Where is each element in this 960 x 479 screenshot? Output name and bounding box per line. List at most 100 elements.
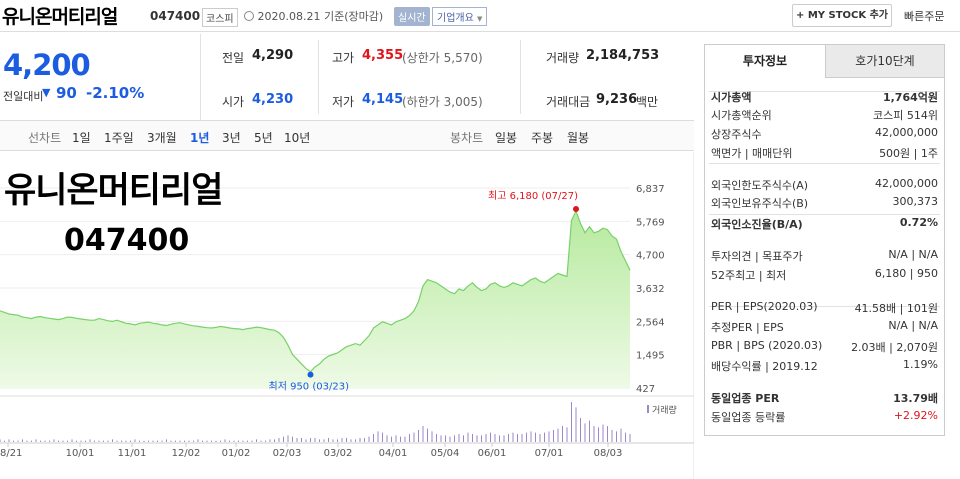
- overlay-stock-name: 유니온머티리얼: [4, 171, 223, 211]
- tab-3y[interactable]: 3년: [222, 131, 241, 145]
- date-value: 2020.08.21: [257, 10, 321, 23]
- info-value: 1.19%: [903, 358, 938, 371]
- open-label: 시가: [222, 95, 245, 109]
- info-label: 외국인보유주식수(B): [711, 197, 809, 210]
- add-mystock-button[interactable]: + MY STOCK 추가: [792, 4, 892, 27]
- tab-1y[interactable]: 1년: [190, 131, 210, 145]
- info-label: 액면가 | 매매단위: [711, 147, 793, 160]
- info-label: 투자의견 | 목표주가: [711, 250, 803, 263]
- info-label: 시가총액: [711, 91, 752, 104]
- min-label: 최저 950 (03/23): [269, 381, 350, 393]
- info-label: 상장주식수: [711, 128, 762, 141]
- amount-value: 9,236: [596, 92, 638, 107]
- min-marker: [307, 371, 314, 378]
- y-tick-label: 2,564: [636, 317, 665, 328]
- tab-weekly[interactable]: 주봉: [531, 131, 554, 145]
- tab-monthly[interactable]: 월봉: [567, 131, 590, 145]
- x-tick-label: 02/03: [273, 448, 302, 459]
- investment-info-panel: [704, 44, 945, 436]
- x-tick-label: 03/02: [324, 448, 353, 459]
- price-divider: [200, 34, 201, 120]
- tab-1d[interactable]: 1일: [72, 131, 91, 145]
- info-value: 0.72%: [899, 216, 938, 229]
- date-info: 2020.08.21 기준(장마감): [244, 8, 383, 24]
- y-tick-label: 427: [636, 384, 655, 395]
- info-value: N/A | N/A: [888, 319, 938, 332]
- chevron-down-icon: ▼: [477, 15, 483, 23]
- stock-code: 047400: [150, 9, 201, 23]
- max-marker: [573, 205, 579, 212]
- volume-value: 2,184,753: [586, 48, 660, 63]
- info-label: 추정PER | EPS: [711, 321, 784, 334]
- diff-label: 전일대비: [3, 90, 44, 103]
- company-info-button[interactable]: 기업개요 ▼: [432, 7, 488, 26]
- low-label: 저가: [332, 95, 355, 109]
- x-tick-label: 04/01: [379, 448, 408, 459]
- stock-header: [0, 0, 960, 32]
- info-value: 1,764억원: [882, 91, 938, 104]
- info-separator: [709, 163, 940, 164]
- x-tick-label: 11/01: [118, 448, 147, 459]
- diff-value: 90: [56, 84, 77, 102]
- amount-label: 거래대금: [546, 95, 591, 109]
- x-tick-label: 01/02: [222, 448, 251, 459]
- open-value: 4,230: [252, 92, 294, 107]
- chart-tabs-bar: [0, 120, 694, 151]
- y-tick-label: 3,632: [636, 284, 665, 295]
- info-value: 42,000,000: [875, 177, 938, 190]
- overlay-stock-code: 047400: [64, 223, 190, 258]
- info-value: 42,000,000: [875, 126, 938, 139]
- metric-divider-1: [318, 40, 319, 114]
- low-value: 4,145: [362, 92, 404, 107]
- info-separator: [709, 306, 940, 307]
- high-label: 고가: [332, 51, 355, 65]
- candle-chart-label: 봉차트: [450, 131, 484, 145]
- info-label: 외국인소진율(B/A): [711, 218, 803, 231]
- tab-10y[interactable]: 10년: [284, 131, 311, 145]
- volume-legend-swatch: [647, 405, 649, 413]
- clock-icon: [244, 11, 254, 21]
- quick-order-button[interactable]: 빠른주문: [904, 10, 945, 23]
- tab-5y[interactable]: 5년: [254, 131, 273, 145]
- info-value: N/A | N/A: [888, 248, 938, 261]
- tab-3m[interactable]: 3개월: [147, 131, 177, 145]
- tab-1w[interactable]: 1주일: [104, 131, 134, 145]
- info-value: 2.03배 | 2,070원: [851, 341, 938, 354]
- info-label: 동일업종 PER: [711, 392, 780, 405]
- amount-unit: 백만: [636, 95, 659, 109]
- max-label: 최고 6,180 (07/27): [488, 190, 578, 202]
- tab-investment-info[interactable]: 투자정보: [705, 45, 825, 78]
- info-value: 6,180 | 950: [874, 267, 938, 280]
- info-label: 52주최고 | 최저: [711, 269, 787, 282]
- info-label: 시가총액순위: [711, 109, 772, 122]
- x-tick-label: 07/01: [535, 448, 564, 459]
- stock-name: 유니온머티리얼: [2, 6, 118, 28]
- high-value: 4,355: [362, 48, 404, 63]
- y-tick-label: 1,495: [636, 351, 665, 362]
- tab-order-book[interactable]: 호가10단계: [825, 45, 944, 78]
- date-suffix: 기준(장마감): [323, 10, 384, 23]
- info-label: PBR | BPS (2020.03): [711, 339, 823, 352]
- down-arrow-icon: ▼: [42, 86, 51, 99]
- realtime-button[interactable]: 실시간: [394, 7, 430, 26]
- x-tick-label: 08/03: [594, 448, 623, 459]
- x-tick-label: 08/21: [0, 448, 22, 459]
- company-info-label: 기업개요: [437, 13, 474, 24]
- info-value: 13.79배: [893, 392, 938, 405]
- x-tick-label: 10/01: [66, 448, 95, 459]
- x-tick-label: 05/04: [431, 448, 460, 459]
- price-line: [0, 209, 631, 373]
- info-rows: 시가총액 1,764억원 시가총액순위 코스피 514위 상장주식수 42,000,000…: [705, 79, 944, 435]
- tab-daily[interactable]: 일봉: [495, 131, 518, 145]
- price-chart[interactable]: 6,837 5,769 4,700 3,632 2,564 1,495 427 최고 6,18…: [0, 152, 694, 479]
- upper-limit: (상한가 5,570): [402, 51, 483, 65]
- price-area: [0, 211, 630, 388]
- info-value: 300,373: [892, 195, 939, 208]
- info-separator: [709, 91, 940, 92]
- info-label: 동일업종 등락률: [711, 411, 786, 424]
- diff-percent: -2.10%: [86, 84, 145, 102]
- info-value: 500원 | 1주: [879, 147, 938, 160]
- info-separator: [709, 214, 940, 215]
- prev-close-label: 전일: [222, 51, 245, 65]
- volume-label: 거래량: [546, 51, 580, 65]
